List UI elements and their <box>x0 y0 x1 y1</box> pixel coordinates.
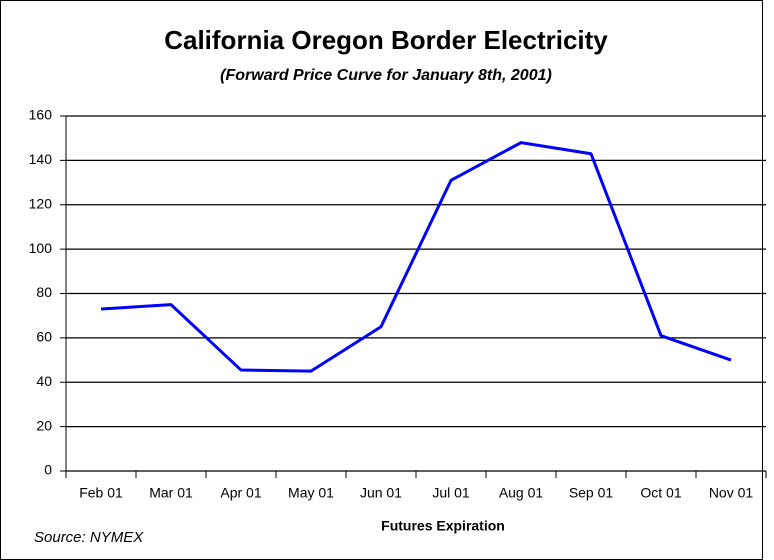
x-tick-label: Sep 01 <box>569 485 614 501</box>
chart-subtitle: (Forward Price Curve for January 8th, 20… <box>220 67 552 84</box>
y-tick-label: 60 <box>36 329 52 345</box>
x-tick-label: Nov 01 <box>709 485 754 501</box>
x-tick-label: Jul 01 <box>432 485 470 501</box>
x-tick-label: Feb 01 <box>79 485 123 501</box>
y-tick-label: 0 <box>44 462 52 478</box>
x-tick-label: Mar 01 <box>149 485 193 501</box>
source-note: Source: NYMEX <box>34 529 144 546</box>
y-tick-label: 20 <box>36 417 52 433</box>
y-tick-label: 120 <box>29 195 53 211</box>
y-tick-label: 160 <box>29 107 53 123</box>
y-tick-label: 40 <box>36 373 52 389</box>
x-tick-label: Oct 01 <box>640 485 681 501</box>
x-tick-label: Jun 01 <box>360 485 402 501</box>
chart-title: California Oregon Border Electricity <box>164 25 608 55</box>
x-tick-label: Apr 01 <box>220 485 261 501</box>
y-tick-label: 80 <box>36 284 52 300</box>
line <box>100 141 732 373</box>
y-tick-label: 140 <box>29 151 53 167</box>
x-axis-label: Futures Expiration <box>381 518 505 534</box>
y-tick-label: 100 <box>29 240 53 256</box>
x-tick-label: Aug 01 <box>499 485 544 501</box>
x-tick-label: May 01 <box>288 485 334 501</box>
